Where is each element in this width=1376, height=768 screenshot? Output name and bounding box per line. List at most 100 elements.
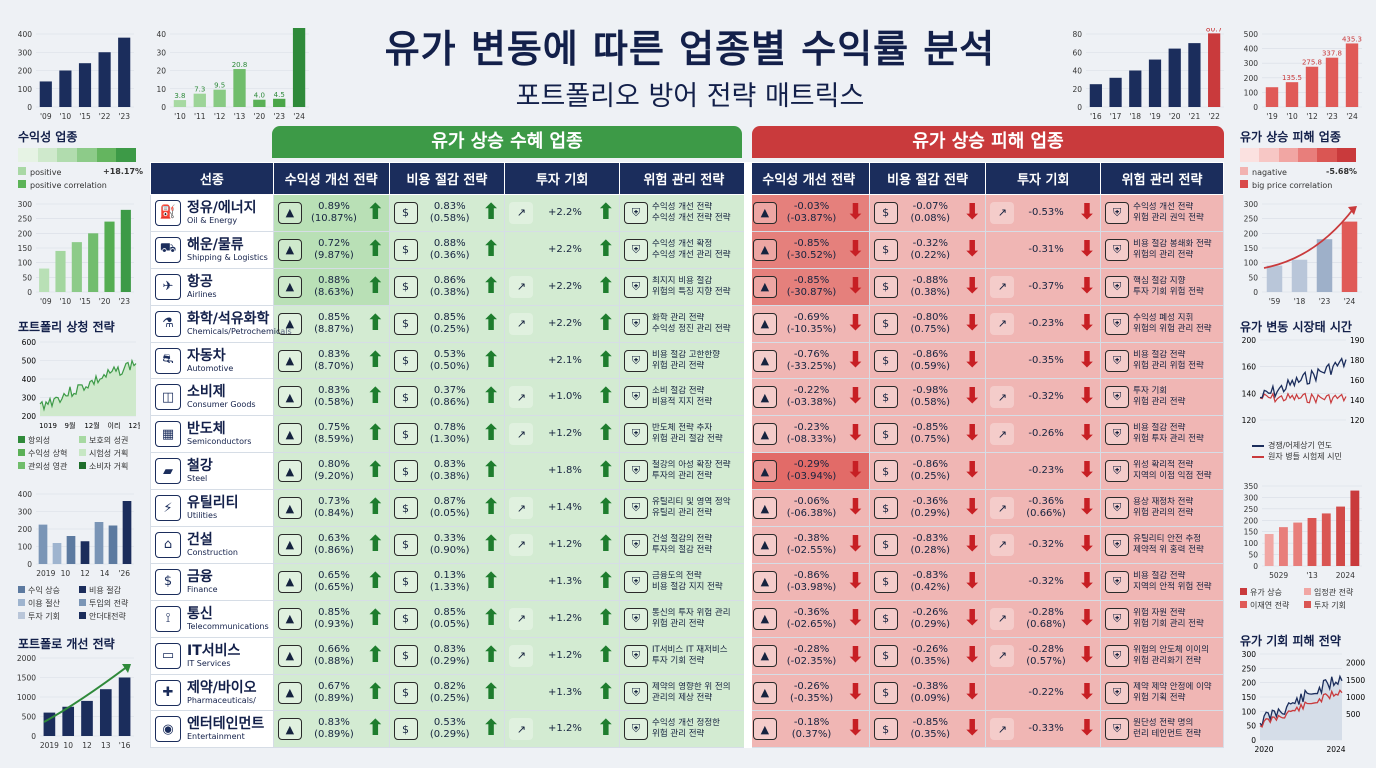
r1-cell[interactable]: ▲ -0.85% (-30.52%) ⬇ xyxy=(748,231,869,268)
g1-cell[interactable]: ▲ 0.63% (0.86%) ⬆ xyxy=(273,527,389,564)
r3-cell[interactable]: ↗ -0.32% ⬇ xyxy=(986,379,1101,416)
r3-cell[interactable]: -0.23% ⬇ xyxy=(986,453,1101,490)
r2-cell[interactable]: $ -0.83% (0.28%) ⬇ xyxy=(869,527,986,564)
r1-cell[interactable]: ▲ -0.03% (-03.87%) ⬇ xyxy=(748,195,869,232)
table-row[interactable]: ✚ 제약/바이오 Pharmaceuticals/▲ 0.67% (0.89%) ⬆ $0… xyxy=(151,674,1224,711)
g1-cell[interactable]: ▲ 0.83% (0.58%) ⬆ xyxy=(273,379,389,416)
g2-cell[interactable]: $0.85% (0.25%) ⬆ xyxy=(389,305,505,342)
r1-cell[interactable]: ▲ -0.86% (-03.98%) ⬇ xyxy=(748,563,869,600)
g2-cell[interactable]: $0.83% (0.38%) ⬆ xyxy=(389,453,505,490)
r2-cell[interactable]: $ -0.88% (0.38%) ⬇ xyxy=(869,268,986,305)
r2-cell[interactable]: $ -0.26% (0.35%) ⬇ xyxy=(869,637,986,674)
table-row[interactable]: ⚗ 화학/석유화학 Chemicals/Petrochemicals ▲ 0.85% (… xyxy=(151,305,1224,342)
g2-cell[interactable]: $0.53% (0.29%) ⬆ xyxy=(389,711,505,748)
r1-cell[interactable]: ▲ -0.69% (-10.35%) ⬇ xyxy=(748,305,869,342)
g4-cell[interactable]: ⛨ 소비 절감 전략 비용적 지지 전략 xyxy=(620,379,749,416)
g4-cell[interactable]: ⛨ 건설 절감의 전략 투자의 절감 전략 xyxy=(620,527,749,564)
r2-cell[interactable]: $ -0.32% (0.22%) ⬇ xyxy=(869,231,986,268)
r1-cell[interactable]: ▲ -0.38% (-02.55%) ⬇ xyxy=(748,527,869,564)
r4-cell[interactable]: ⛨ 용상 재정차 전략 위험 관리의 전략 xyxy=(1101,490,1224,527)
sector-cell[interactable]: ⚡ 유틸리티 Utilities xyxy=(151,490,274,527)
r2-cell[interactable]: $ -0.38% (0.09%) ⬇ xyxy=(869,674,986,711)
g1-cell[interactable]: ▲ 0.88% (8.63%) ⬆ xyxy=(273,268,389,305)
r1-cell[interactable]: ▲ -0.06% (-06.38%) ⬇ xyxy=(748,490,869,527)
r3-cell[interactable]: ↗ -0.23% ⬇ xyxy=(986,305,1101,342)
sector-cell[interactable]: ⌂ 건설 Construction xyxy=(151,527,274,564)
r3-cell[interactable]: ↗ -0.32% ⬇ xyxy=(986,527,1101,564)
r3-cell[interactable]: ↗ -0.37% ⬇ xyxy=(986,268,1101,305)
r3-cell[interactable]: ↗ -0.28% (0.57%) ⬇ xyxy=(986,637,1101,674)
sector-cell[interactable]: ⛐ 자동차 Automotive xyxy=(151,342,274,379)
r3-cell[interactable]: ↗ -0.26% ⬇ xyxy=(986,416,1101,453)
r1-cell[interactable]: ▲ -0.23% (-08.33%) ⬇ xyxy=(748,416,869,453)
table-row[interactable]: ▭ IT서비스 IT Services ▲ 0.66% (0.88%) ⬆ $0.83% (… xyxy=(151,637,1224,674)
g1-cell[interactable]: ▲ 0.89% (10.87%) ⬆ xyxy=(273,195,389,232)
g1-cell[interactable]: ▲ 0.83% (8.70%) ⬆ xyxy=(273,342,389,379)
g4-cell[interactable]: ⛨ 반도체 전략 추자 위험 관리 절감 전략 xyxy=(620,416,749,453)
r1-cell[interactable]: ▲ -0.85% (-30.87%) ⬇ xyxy=(748,268,869,305)
sector-cell[interactable]: ▦ 반도체 Semiconductors xyxy=(151,416,274,453)
sector-cell[interactable]: ▭ IT서비스 IT Services xyxy=(151,637,274,674)
r4-cell[interactable]: ⛨ 위성 확리적 전략 지역의 이점 익점 전략 xyxy=(1101,453,1224,490)
table-row[interactable]: ⛟ 해운/물류 Shipping & Logistics ▲ 0.72% (9.87%)… xyxy=(151,231,1224,268)
sector-cell[interactable]: ⚗ 화학/석유화학 Chemicals/Petrochemicals xyxy=(151,305,274,342)
g3-cell[interactable]: ↗ +1.2% ⬆ xyxy=(505,711,620,748)
g2-cell[interactable]: $0.78% (1.30%) ⬆ xyxy=(389,416,505,453)
sector-cell[interactable]: ◫ 소비제 Consumer Goods xyxy=(151,379,274,416)
g3-cell[interactable]: ↗ +1.2% ⬆ xyxy=(505,416,620,453)
r1-cell[interactable]: ▲ -0.28% (-02.35%) ⬇ xyxy=(748,637,869,674)
r3-cell[interactable]: ↗ -0.28% (0.68%) ⬇ xyxy=(986,600,1101,637)
g1-cell[interactable]: ▲ 0.67% (0.89%) ⬆ xyxy=(273,674,389,711)
table-row[interactable]: ▰ 철강 Steel ▲ 0.80% (9.20%) ⬆ $0.83% (0.38%) ⬆ +1… xyxy=(151,453,1224,490)
g3-cell[interactable]: ↗ +1.0% ⬆ xyxy=(505,379,620,416)
g1-cell[interactable]: ▲ 0.65% (0.65%) ⬆ xyxy=(273,563,389,600)
g3-cell[interactable]: +1.8% ⬆ xyxy=(505,453,620,490)
sector-cell[interactable]: $ 금융 Finance xyxy=(151,563,274,600)
table-row[interactable]: ⌂ 건설 Construction ▲ 0.63% (0.86%) ⬆ $0.33% (0.… xyxy=(151,527,1224,564)
g3-cell[interactable]: +1.3% ⬆ xyxy=(505,674,620,711)
r4-cell[interactable]: ⛨ 수익성 개선 전략 위험 관리 권익 전략 xyxy=(1101,195,1224,232)
r2-cell[interactable]: $ -0.80% (0.75%) ⬇ xyxy=(869,305,986,342)
g1-cell[interactable]: ▲ 0.83% (0.89%) ⬆ xyxy=(273,711,389,748)
r4-cell[interactable]: ⛨ 비용 절감 전략 위험 관리 위험 전략 xyxy=(1101,342,1224,379)
g4-cell[interactable]: ⛨ 수익성 개선 전략 수익성 개선 전략 전략 xyxy=(620,195,749,232)
r4-cell[interactable]: ⛨ 투자 기회 위험 관리 전략 xyxy=(1101,379,1224,416)
col-sector[interactable]: 선종 xyxy=(151,163,274,195)
g3-cell[interactable]: +2.2% ⬆ xyxy=(505,231,620,268)
r3-cell[interactable]: -0.22% ⬇ xyxy=(986,674,1101,711)
g2-cell[interactable]: $0.33% (0.90%) ⬆ xyxy=(389,527,505,564)
sector-cell[interactable]: ⛟ 해운/물류 Shipping & Logistics xyxy=(151,231,274,268)
r2-cell[interactable]: $ -0.83% (0.42%) ⬇ xyxy=(869,563,986,600)
r4-cell[interactable]: ⛨ 핵심 절감 지향 투자 기회 위험 전략 xyxy=(1101,268,1224,305)
r4-cell[interactable]: ⛨ 유틸리티 안전 추정 제약적 위 홍력 전략 xyxy=(1101,527,1224,564)
g1-cell[interactable]: ▲ 0.73% (0.84%) ⬆ xyxy=(273,490,389,527)
g3-cell[interactable]: +2.1% ⬆ xyxy=(505,342,620,379)
g3-cell[interactable]: ↗ +2.2% ⬆ xyxy=(505,195,620,232)
g4-cell[interactable]: ⛨ 최지지 비용 절감 위험의 특징 지향 전략 xyxy=(620,268,749,305)
g2-cell[interactable]: $0.83% (0.29%) ⬆ xyxy=(389,637,505,674)
sector-cell[interactable]: ✚ 제약/바이오 Pharmaceuticals/ xyxy=(151,674,274,711)
r2-cell[interactable]: $ -0.86% (0.59%) ⬇ xyxy=(869,342,986,379)
g4-cell[interactable]: ⛨ 철강의 아성 확장 전략 투자의 관리 전략 xyxy=(620,453,749,490)
table-row[interactable]: ◫ 소비제 Consumer Goods ▲ 0.83% (0.58%) ⬆ $0.37% … xyxy=(151,379,1224,416)
col-green-risk[interactable]: 위험 관리 전략 xyxy=(620,163,749,195)
g2-cell[interactable]: $0.85% (0.05%) ⬆ xyxy=(389,600,505,637)
r4-cell[interactable]: ⛨ 제약 제약 안정에 이약 위험 기획 전략 xyxy=(1101,674,1224,711)
r1-cell[interactable]: ▲ -0.18% (0.37%) ⬇ xyxy=(748,711,869,748)
r1-cell[interactable]: ▲ -0.76% (-33.25%) ⬇ xyxy=(748,342,869,379)
r2-cell[interactable]: $ -0.36% (0.29%) ⬇ xyxy=(869,490,986,527)
col-red-invest[interactable]: 투자 기회 xyxy=(986,163,1101,195)
r1-cell[interactable]: ▲ -0.26% (-0.35%) ⬇ xyxy=(748,674,869,711)
table-row[interactable]: ⟟ 통신 Telecommunications ▲ 0.85% (0.93%) ⬆ $0.8… xyxy=(151,600,1224,637)
r2-cell[interactable]: $ -0.26% (0.29%) ⬇ xyxy=(869,600,986,637)
sector-cell[interactable]: ◉ 엔터테인먼트 Entertainment xyxy=(151,711,274,748)
g4-cell[interactable]: ⛨ 비용 절감 고한한향 위험 관리 전략 xyxy=(620,342,749,379)
g2-cell[interactable]: $0.87% (0.05%) ⬆ xyxy=(389,490,505,527)
g4-cell[interactable]: ⛨ 통신의 투자 위험 관리 위험 관리 전략 xyxy=(620,600,749,637)
r4-cell[interactable]: ⛨ 원단성 전략 명의 런리 테인먼트 전략 xyxy=(1101,711,1224,748)
table-row[interactable]: ◉ 엔터테인먼트 Entertainment ▲ 0.83% (0.89%) ⬆ $0.53… xyxy=(151,711,1224,748)
g2-cell[interactable]: $0.88% (0.36%) ⬆ xyxy=(389,231,505,268)
r1-cell[interactable]: ▲ -0.29% (-03.94%) ⬇ xyxy=(748,453,869,490)
table-row[interactable]: ▦ 반도체 Semiconductors ▲ 0.75% (8.59%) ⬆ $0.78% … xyxy=(151,416,1224,453)
col-red-profit[interactable]: 수익성 개선 전략 xyxy=(748,163,869,195)
